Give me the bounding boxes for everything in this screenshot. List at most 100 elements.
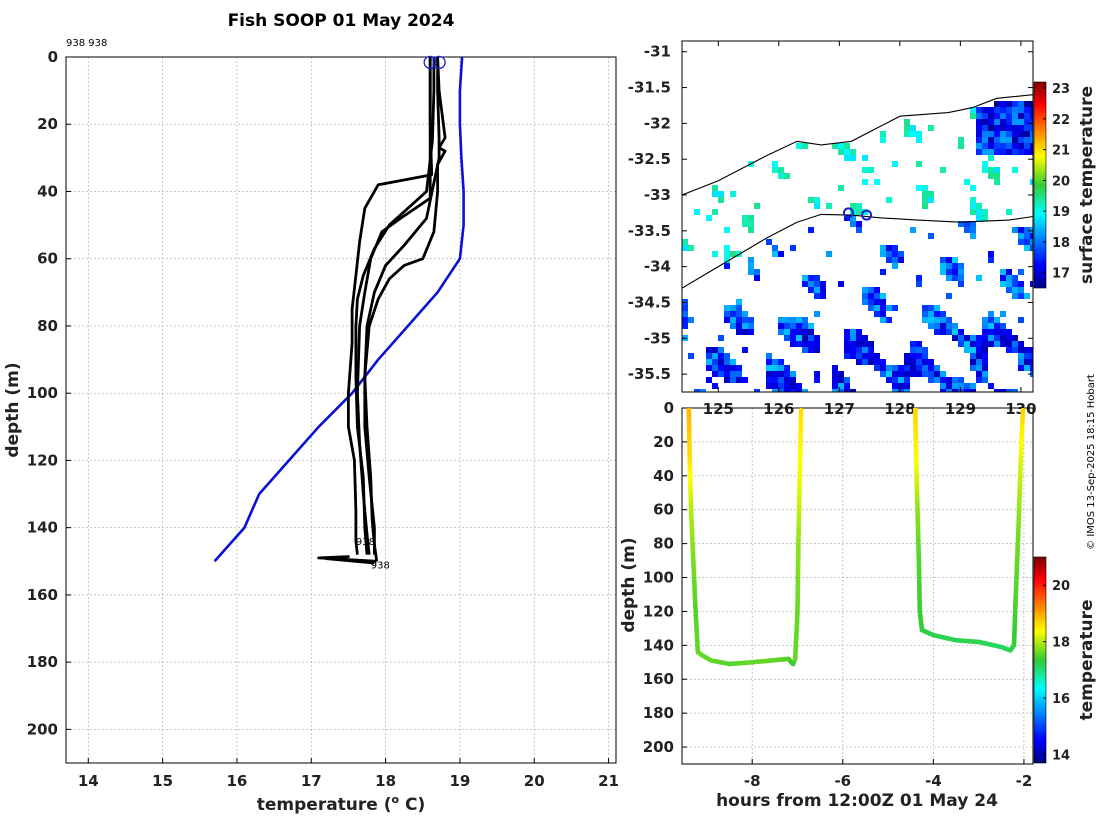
sst-pixel [814,287,820,293]
sst-pixel [1012,125,1018,131]
sst-pixel [982,341,988,347]
sst-pixel [730,305,736,311]
sst-pixel [820,287,826,293]
sst-pixel [844,143,850,149]
sst-pixel [856,341,862,347]
sst-pixel [964,389,970,392]
sst-pixel [784,329,790,335]
sst-pixel [976,371,982,377]
sst-pixel [784,365,790,371]
sst-pixel [880,359,886,365]
sst-pixel [964,227,970,233]
sst-pixel [814,347,820,353]
sst-pixel [712,359,718,365]
sst-pixel [850,203,856,209]
sst-pixel [886,371,892,377]
sst-pixel [880,131,886,137]
map-x-tick-label: 129 [945,400,976,418]
sst-pixel [934,317,940,323]
sst-pixel [730,365,736,371]
sst-pixel [766,383,772,389]
sst-pixel [778,371,784,377]
sst-pixel [850,149,856,155]
sst-pixel [868,167,874,173]
sst-pixel [796,389,802,392]
sst-pixel [910,353,916,359]
sst-pixel [742,317,748,323]
sst-pixel [868,287,874,293]
sst-pixel [964,347,970,353]
sst-pixel [910,347,916,353]
sst-pixel [748,263,754,269]
sst-pixel [934,329,940,335]
sst-pixel [886,305,892,311]
sst-pixel [778,329,784,335]
sst-pixel [1000,149,1006,155]
sst-pixel [682,239,688,245]
sst-pixel [976,353,982,359]
track-y-tick-label: 0 [664,399,674,417]
sst-pixel [976,365,982,371]
map-y-tick-label: -33.5 [628,222,671,240]
sst-pixel [730,311,736,317]
sst-pixel [886,245,892,251]
sst-pixel [880,305,886,311]
sst-pixel [1000,107,1006,113]
sst-pixel [844,155,850,161]
sst-pixel [958,329,964,335]
sst-pixel [796,323,802,329]
sst-pixel [946,323,952,329]
sst-pixel [928,197,934,203]
sst-pixel [742,347,748,353]
sst-pixel [718,197,724,203]
sst-pixel [730,377,736,383]
sst-pixel [904,353,910,359]
sst-pixel [724,245,730,251]
track-y-tick-label: 180 [643,704,674,722]
sst-pixel [1000,137,1006,143]
sst-pixel [1012,113,1018,119]
sst-pixel [904,125,910,131]
sst-pixel [946,389,952,392]
sst-pixel [976,347,982,353]
sst-pixel [916,131,922,137]
sst-pixel [892,305,898,311]
sst-pixel [1006,107,1012,113]
profile-y-tick-label: 120 [27,451,58,469]
sst-pixel [1000,389,1006,392]
sst-pixel [784,335,790,341]
sst-pixel [958,377,964,383]
sst-pixel [1006,275,1012,281]
sst-pixel [994,131,1000,137]
sst-pixel [814,371,820,377]
track-grid [682,407,1033,764]
sst-pixel [904,377,910,383]
map-y-tick-label: -33 [644,186,671,204]
sst-pixel [868,359,874,365]
sst-pixel [772,251,778,257]
sst-pixel [688,317,694,323]
map-x-tick-label: 126 [763,400,794,418]
sst-pixel [736,305,742,311]
sst-pixel [1024,239,1030,245]
sst-pixel [970,209,976,215]
sst-pixel [994,149,1000,155]
sst-pixel [928,233,934,239]
sst-pixel [886,377,892,383]
profile-axes-frame [65,56,617,764]
sst-pixel [952,389,958,392]
sst-pixel [706,359,712,365]
sst-pixel [976,137,982,143]
sst-pixel [988,137,994,143]
surface-marker [432,55,446,70]
sst-pixel [934,371,940,377]
sst-pixel [970,227,976,233]
sst-pixel [1006,125,1012,131]
sst-pixel [790,383,796,389]
sst-pixel [850,389,856,392]
sst-pixel [1018,317,1024,323]
sst-pixel [946,329,952,335]
sst-pixel [1012,167,1018,173]
sst-pixel [958,275,964,281]
sst-pixel [1006,281,1012,287]
